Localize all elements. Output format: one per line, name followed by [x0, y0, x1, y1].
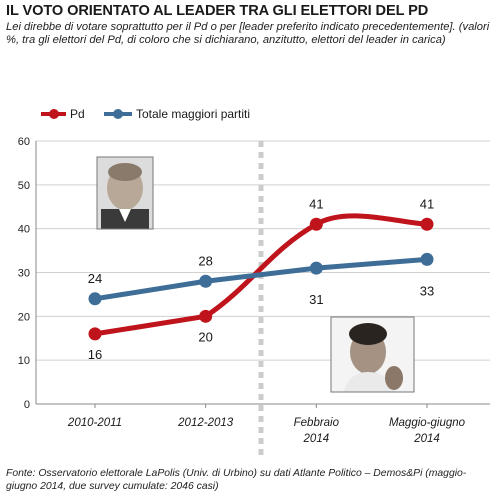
- data-point-totale: [309, 261, 323, 275]
- legend-label-pd: Pd: [70, 107, 85, 121]
- legend-marker-pd: [49, 109, 59, 119]
- y-tick-label: 0: [24, 399, 30, 411]
- y-tick-label: 60: [18, 136, 30, 148]
- data-point-totale: [199, 274, 213, 288]
- chart-subtitle: Lei direbbe di votare soprattutto per il…: [6, 21, 490, 46]
- source-note: Fonte: Osservatorio elettorale LaPolis (…: [6, 468, 467, 492]
- data-label-pd: 20: [198, 329, 212, 344]
- legend: Pd Totale maggiori partiti: [41, 107, 250, 121]
- leader-portrait-2: [330, 316, 415, 393]
- x-tick-label: 2010-2011: [67, 417, 122, 429]
- photo-layer: [96, 156, 415, 393]
- x-tick-label: Maggio-giugno 2014: [389, 417, 466, 445]
- leader-portrait-1: [96, 156, 154, 230]
- data-label-totale: 33: [420, 283, 434, 298]
- chart-title: IL VOTO ORIENTATO AL LEADER TRA GLI ELET…: [6, 3, 429, 19]
- axis-layer: 0 10 20 30 40 50 60 2010-2011 2012-2013 Febbraio 2…: [18, 136, 490, 445]
- y-tick-label: 50: [18, 180, 30, 192]
- data-label-totale: 24: [88, 271, 102, 286]
- data-labels: 16 20 41 41 24 28 31 33: [88, 196, 434, 362]
- data-label-totale: 31: [309, 292, 323, 307]
- data-point-pd: [88, 327, 102, 341]
- data-point-totale: [420, 252, 434, 266]
- data-point-pd: [420, 217, 434, 231]
- data-label-pd: 41: [420, 196, 434, 211]
- data-point-totale: [88, 292, 102, 306]
- data-point-pd: [309, 217, 323, 231]
- legend-label-totale: Totale maggiori partiti: [136, 107, 250, 121]
- line-chart: 0 10 20 30 40 50 60 2010-2011 2012-2013 Febbraio 2…: [18, 107, 490, 460]
- y-tick-label: 40: [18, 224, 30, 236]
- series-layer: [88, 213, 434, 341]
- data-label-pd: 16: [88, 347, 102, 362]
- x-tick-label: 2012-2013: [177, 417, 234, 429]
- y-tick-label: 10: [18, 355, 30, 367]
- data-label-totale: 28: [198, 253, 212, 268]
- y-tick-label: 30: [18, 268, 30, 280]
- data-point-pd: [199, 309, 213, 323]
- y-tick-label: 20: [18, 311, 30, 323]
- x-tick-label: Febbraio 2014: [294, 417, 340, 445]
- legend-marker-totale: [113, 109, 123, 119]
- data-label-pd: 41: [309, 196, 323, 211]
- series-line-totale: [92, 256, 430, 302]
